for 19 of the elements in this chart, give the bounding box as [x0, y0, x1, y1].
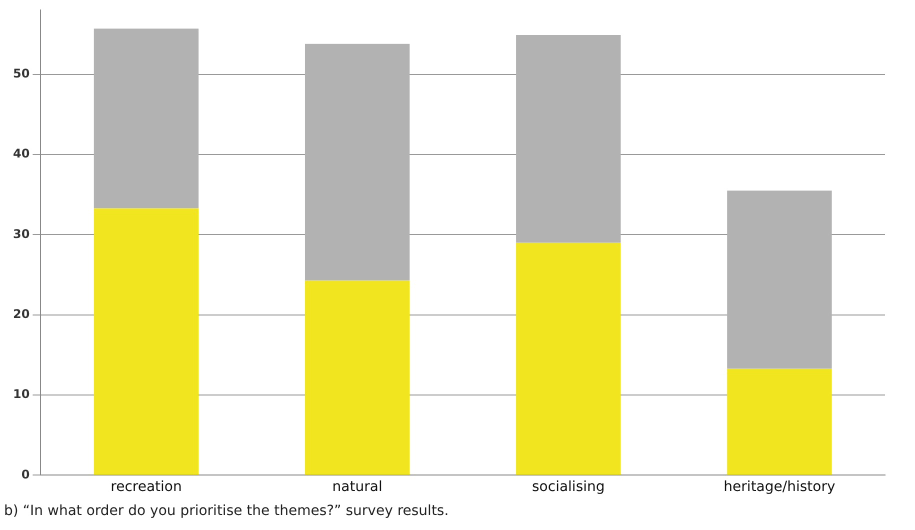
- y-tick-label: 30: [12, 226, 30, 241]
- bar: [516, 35, 621, 243]
- y-tick-label: 0: [21, 467, 30, 482]
- bar: [727, 368, 832, 475]
- y-tick-label: 40: [12, 146, 30, 161]
- y-tick-label: 10: [12, 387, 30, 402]
- bar: [727, 190, 832, 369]
- bar: [304, 280, 410, 475]
- text: b) “In what order do you prioritise the themes?” survey results.: [4, 503, 449, 519]
- bar: [94, 28, 199, 208]
- bar: [94, 208, 199, 475]
- x-tick-label: socialising: [532, 479, 605, 496]
- y-tick-label: 50: [12, 66, 30, 80]
- x-tick-label: heritage/history: [724, 479, 836, 496]
- x-tick-label: natural: [332, 479, 382, 496]
- y-tick-label: 20: [12, 306, 30, 321]
- x-tick-label: recreation: [110, 479, 182, 496]
- bar: [516, 242, 621, 475]
- bar: [304, 44, 410, 280]
